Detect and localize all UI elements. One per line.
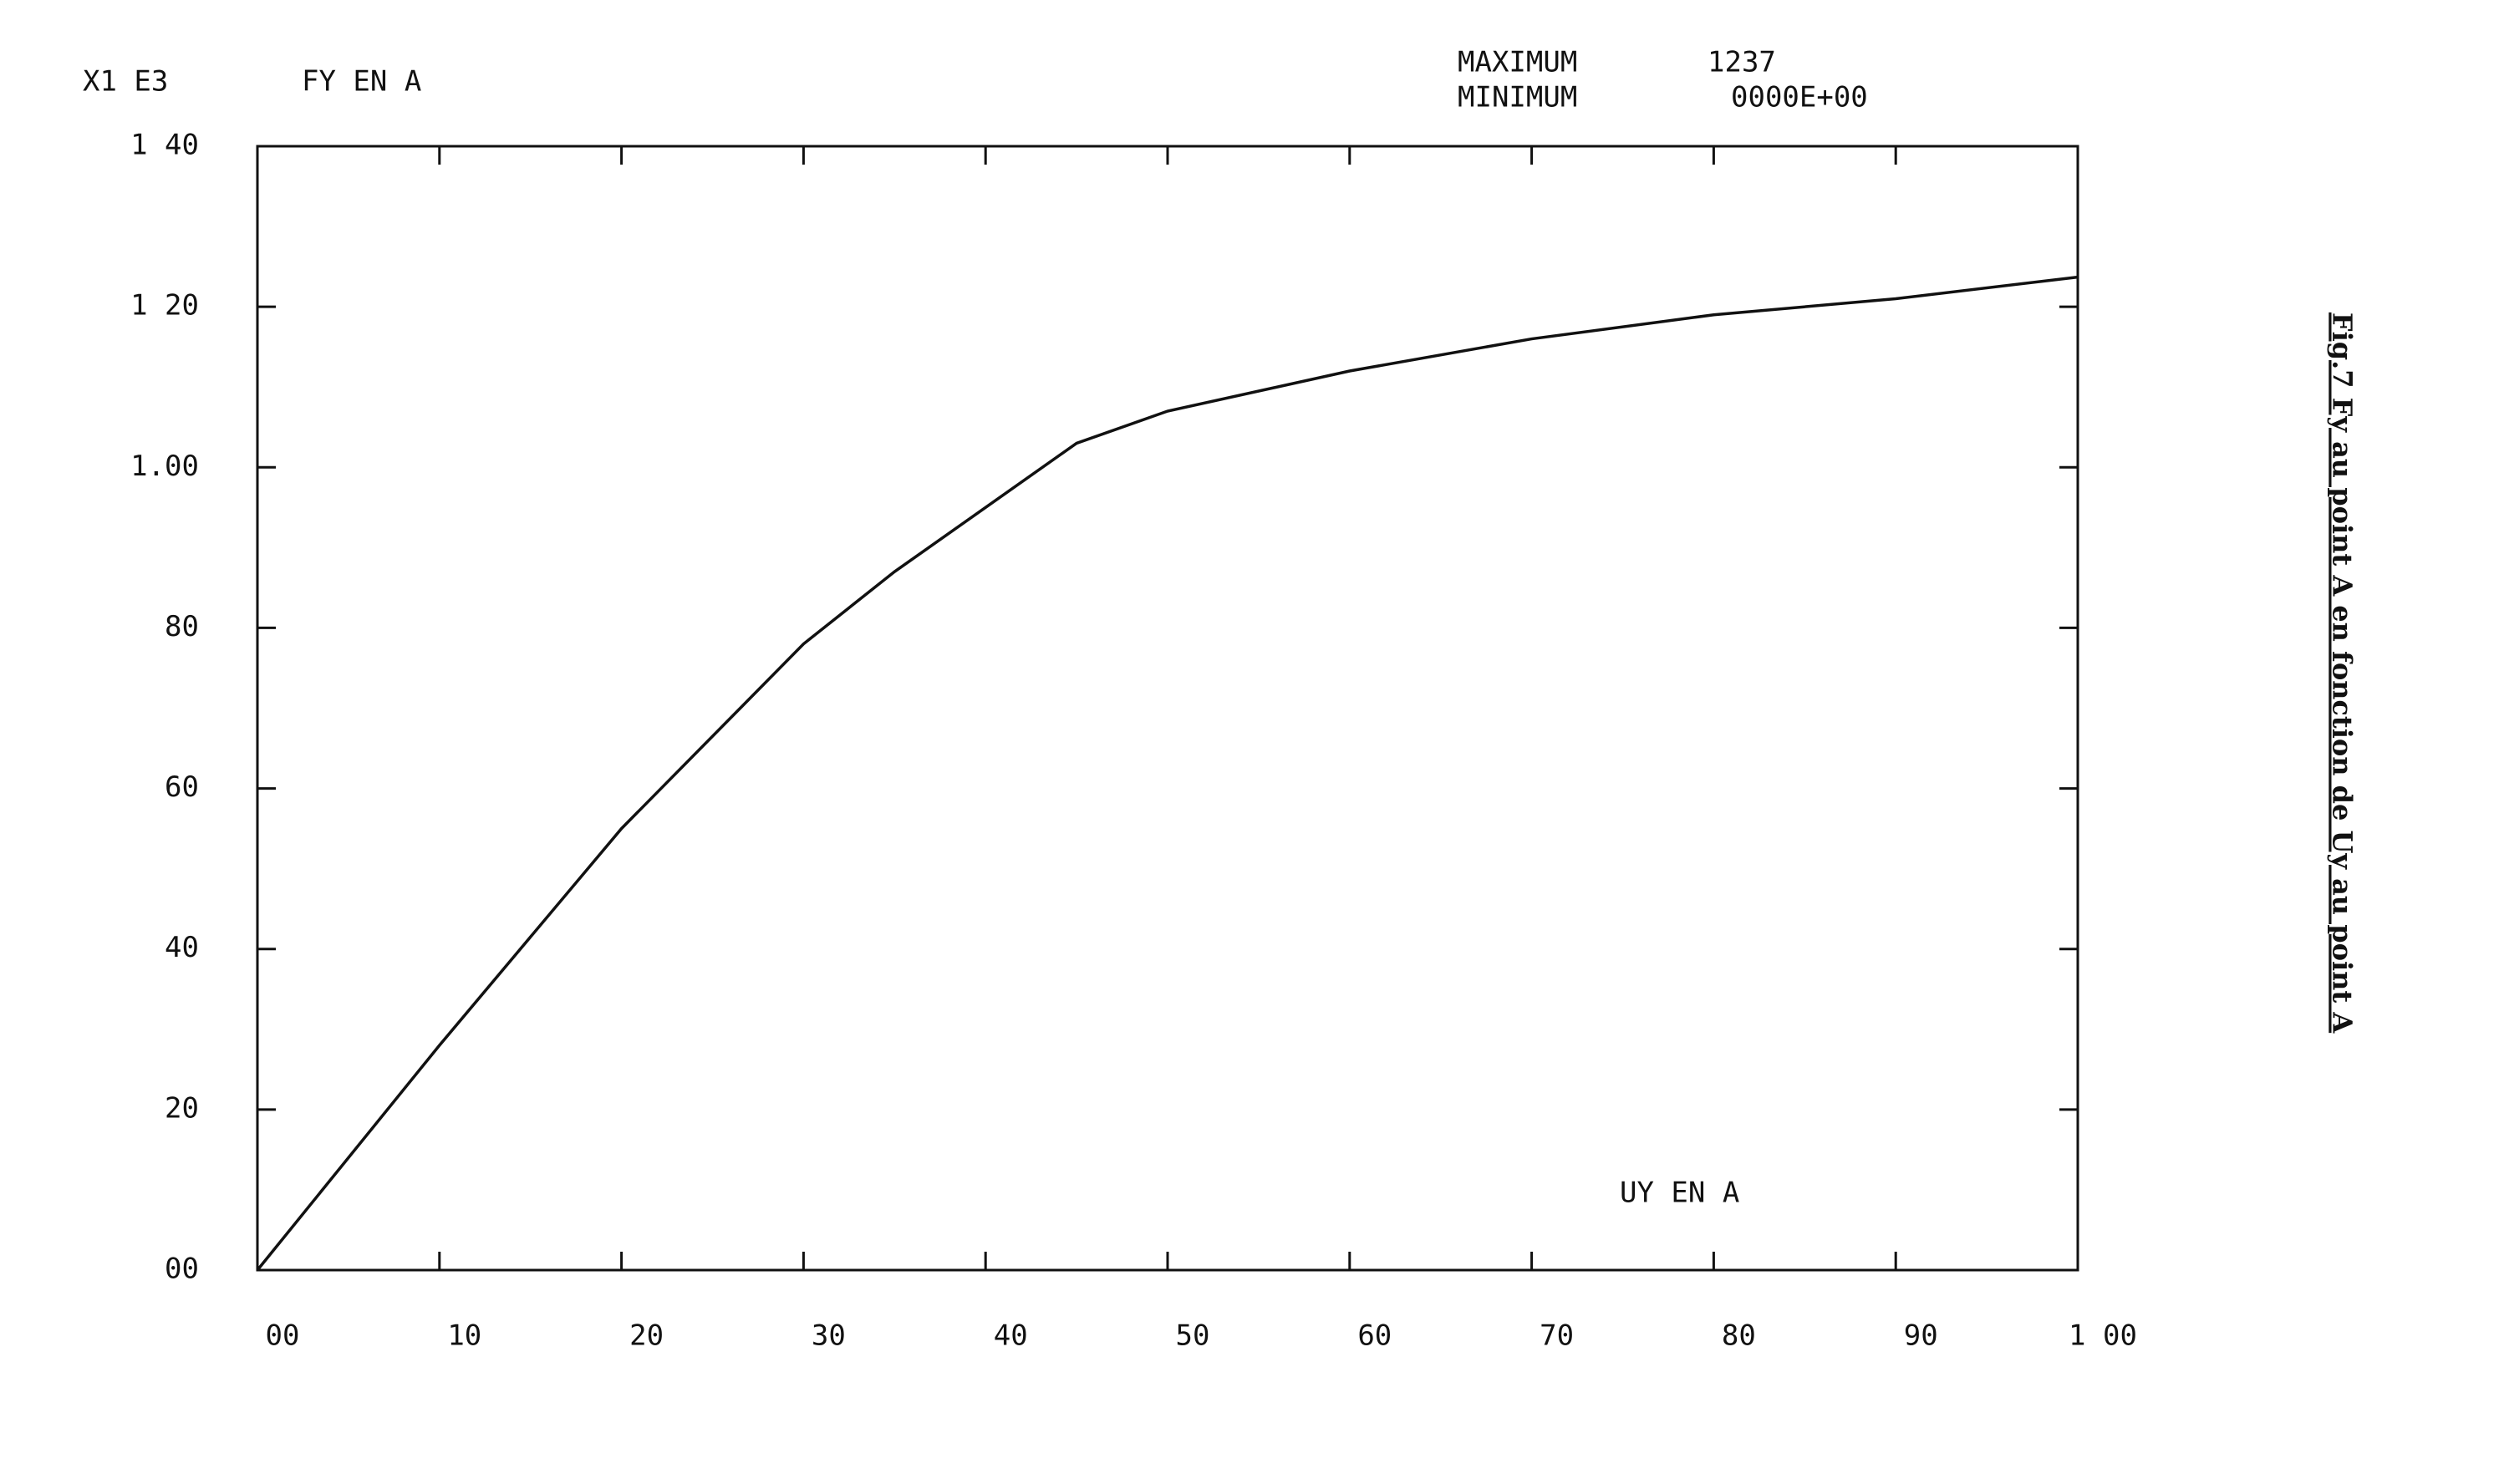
x-tick-label: 60 bbox=[1357, 1319, 1392, 1353]
x-tick-label: 20 bbox=[629, 1319, 664, 1353]
x-tick-label: 00 bbox=[266, 1319, 300, 1353]
y-tick-label: 20 bbox=[165, 1091, 199, 1125]
min-value: 0000E+00 bbox=[1731, 81, 1868, 114]
x-tick-label: 80 bbox=[1722, 1319, 1756, 1353]
x-axis-label: UY EN A bbox=[1620, 1177, 1739, 1210]
x-tick-label: 10 bbox=[447, 1319, 481, 1353]
x-tick-label: 50 bbox=[1176, 1319, 1210, 1353]
y-tick-label: 00 bbox=[165, 1253, 199, 1286]
x-tick-label: 30 bbox=[812, 1319, 846, 1353]
x-tick-label: 70 bbox=[1540, 1319, 1574, 1353]
y-tick-label: 1 20 bbox=[130, 289, 199, 323]
y-scale-label: X1 E3 bbox=[83, 65, 168, 99]
max-value: 1237 bbox=[1708, 46, 1776, 79]
x-tick-label: 1 00 bbox=[2069, 1319, 2137, 1353]
data-line bbox=[256, 275, 2079, 1272]
y-tick-label: 1.00 bbox=[130, 450, 199, 483]
chart-title: FY EN A bbox=[302, 65, 421, 99]
y-tick-label: 60 bbox=[165, 770, 199, 804]
caption: Fig.7 Fy au point A en fonction de Uy au… bbox=[2327, 313, 2359, 1034]
x-tick-label: 40 bbox=[994, 1319, 1028, 1353]
max-label: MAXIMUM bbox=[1458, 46, 1577, 79]
min-label: MINIMUM bbox=[1458, 81, 1577, 114]
y-tick-label: 40 bbox=[165, 931, 199, 964]
y-tick-label: 80 bbox=[165, 610, 199, 643]
x-tick-label: 90 bbox=[1904, 1319, 1938, 1353]
y-tick-label: 1 40 bbox=[130, 129, 199, 162]
